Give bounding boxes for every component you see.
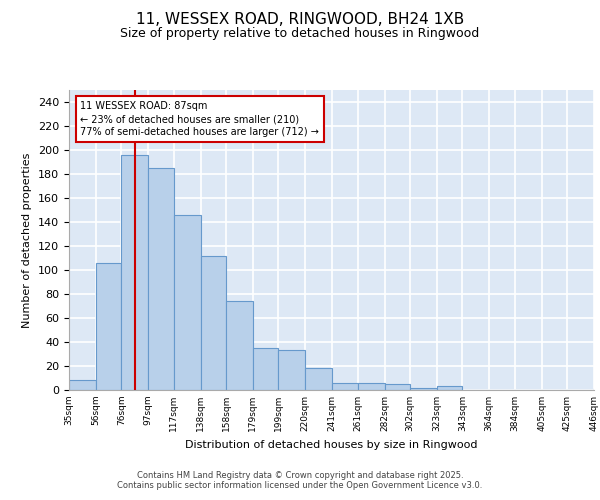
Text: Contains HM Land Registry data © Crown copyright and database right 2025.
Contai: Contains HM Land Registry data © Crown c… [118, 470, 482, 490]
Bar [174, 215, 200, 390]
Bar [385, 384, 410, 390]
Text: 11, WESSEX ROAD, RINGWOOD, BH24 1XB: 11, WESSEX ROAD, RINGWOOD, BH24 1XB [136, 12, 464, 28]
Bar [96, 263, 121, 390]
Bar [410, 388, 437, 390]
Bar [437, 386, 463, 390]
Bar [278, 350, 305, 390]
Bar [69, 380, 96, 390]
Bar [148, 168, 174, 390]
Bar [226, 301, 253, 390]
Bar [358, 383, 385, 390]
X-axis label: Distribution of detached houses by size in Ringwood: Distribution of detached houses by size … [185, 440, 478, 450]
Bar [332, 383, 358, 390]
Y-axis label: Number of detached properties: Number of detached properties [22, 152, 32, 328]
Bar [594, 388, 600, 390]
Bar [200, 256, 226, 390]
Bar [253, 348, 278, 390]
Bar [121, 155, 148, 390]
Text: 11 WESSEX ROAD: 87sqm
← 23% of detached houses are smaller (210)
77% of semi-det: 11 WESSEX ROAD: 87sqm ← 23% of detached … [80, 101, 319, 137]
Bar [305, 368, 332, 390]
Text: Size of property relative to detached houses in Ringwood: Size of property relative to detached ho… [121, 28, 479, 40]
